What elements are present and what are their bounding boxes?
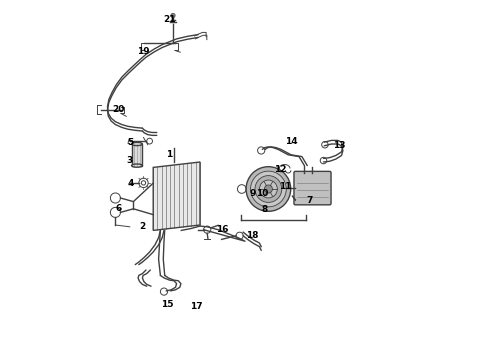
Text: 11: 11 — [279, 182, 292, 191]
Text: 16: 16 — [216, 225, 228, 234]
Text: 14: 14 — [286, 138, 298, 147]
Text: 7: 7 — [306, 196, 312, 205]
Text: 15: 15 — [161, 300, 174, 309]
FancyBboxPatch shape — [294, 171, 331, 205]
Text: 4: 4 — [128, 179, 134, 188]
Text: 9: 9 — [249, 189, 255, 198]
Text: 6: 6 — [115, 204, 122, 213]
Text: 20: 20 — [112, 105, 124, 114]
Bar — [132, 144, 143, 166]
Text: 12: 12 — [274, 165, 286, 174]
Polygon shape — [153, 162, 200, 230]
Text: 19: 19 — [137, 48, 150, 57]
Circle shape — [246, 167, 291, 211]
Text: 21: 21 — [163, 15, 175, 24]
Text: 1: 1 — [166, 150, 172, 159]
Text: 18: 18 — [246, 231, 258, 240]
Text: 17: 17 — [190, 302, 203, 311]
Text: 3: 3 — [127, 156, 133, 165]
Text: 13: 13 — [333, 141, 345, 150]
Circle shape — [171, 13, 175, 18]
Circle shape — [255, 176, 282, 202]
Circle shape — [265, 185, 272, 193]
Ellipse shape — [132, 164, 143, 167]
Text: 10: 10 — [256, 189, 268, 198]
Circle shape — [260, 180, 277, 198]
Circle shape — [250, 171, 286, 207]
Text: 2: 2 — [139, 222, 146, 231]
Text: 8: 8 — [262, 205, 268, 214]
Text: 5: 5 — [127, 138, 134, 147]
Ellipse shape — [132, 142, 143, 145]
